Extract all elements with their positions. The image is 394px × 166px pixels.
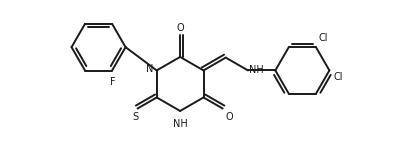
Text: NH: NH: [249, 65, 264, 75]
Text: Cl: Cl: [318, 33, 328, 43]
Text: F: F: [110, 77, 115, 87]
Text: S: S: [132, 112, 138, 122]
Text: N: N: [146, 64, 154, 74]
Text: O: O: [226, 112, 233, 122]
Text: Cl: Cl: [333, 72, 343, 82]
Text: NH: NH: [173, 119, 188, 129]
Text: O: O: [176, 23, 184, 33]
